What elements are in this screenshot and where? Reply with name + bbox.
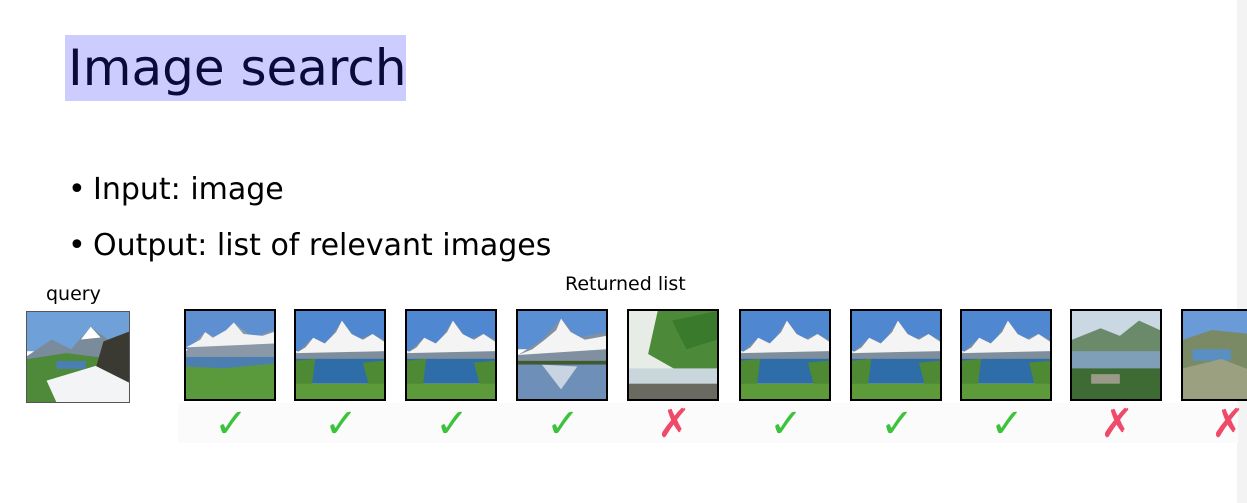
query-image [26,311,130,403]
mountain-lake-icon [741,311,829,399]
check-icon: ✓ [546,401,580,447]
cross-icon: ✗ [657,401,691,447]
green-hillside-lake-icon [629,311,717,399]
result-image [184,309,276,401]
check-icon: ✓ [769,401,803,447]
marks-strip [178,403,1238,443]
result-image [739,309,831,401]
bullet-item: • Input: image [68,162,551,218]
check-icon: ✓ [880,401,914,447]
cross-icon: ✗ [1211,401,1245,447]
check-icon: ✓ [324,401,358,447]
result-image [516,309,608,401]
result-image [627,309,719,401]
rocky-slope-icon [1183,311,1247,399]
mountain-lake-meadow-icon [186,311,274,399]
bullet-dot-icon: • [68,172,86,207]
bullet-item: • Output: list of relevant images [68,218,551,274]
query-label: query [46,283,101,305]
slide-right-edge [1237,0,1247,503]
valley-lake-village-icon [1072,311,1160,399]
slide-title: Image search [65,35,407,101]
bullet-dot-icon: • [68,228,86,263]
mountain-lake-icon [407,311,495,399]
bullet-list: • Input: image • Output: list of relevant … [68,162,551,274]
result-image [1070,309,1162,401]
returned-list-label: Returned list [565,273,686,295]
result-image [960,309,1052,401]
mountain-lake-icon [962,311,1050,399]
result-image [294,309,386,401]
mountain-lake-icon [296,311,384,399]
bullet-text: Input: image [93,172,284,207]
result-image [405,309,497,401]
mountain-snowfield-icon [27,312,129,402]
bullet-text: Output: list of relevant images [93,228,552,263]
result-image [1181,309,1247,401]
mountain-lake-icon [852,311,940,399]
check-icon: ✓ [214,401,248,447]
check-icon: ✓ [435,401,469,447]
mountain-lake-reflection-icon [518,311,606,399]
check-icon: ✓ [990,401,1024,447]
result-image [850,309,942,401]
cross-icon: ✗ [1100,401,1134,447]
